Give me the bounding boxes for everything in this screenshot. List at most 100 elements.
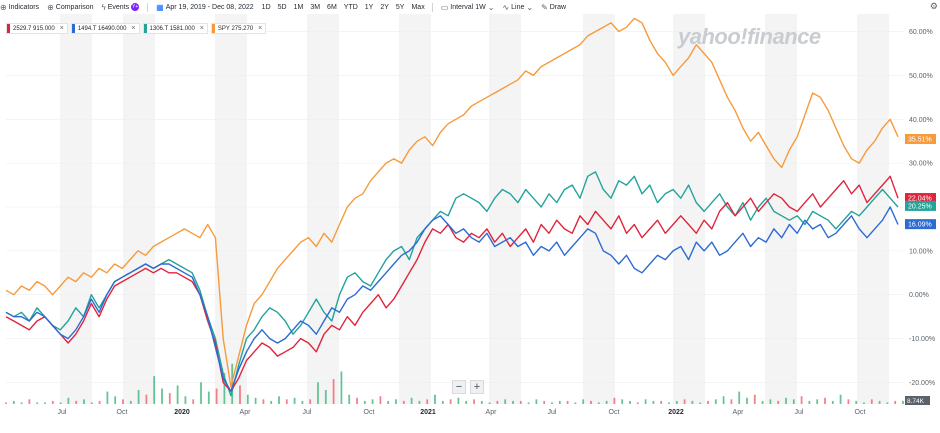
draw-label: Draw xyxy=(549,3,567,11)
volume-bar xyxy=(675,400,678,404)
range-ytd[interactable]: YTD xyxy=(343,3,358,11)
line-chart-icon: ∿ xyxy=(502,2,510,12)
range-max[interactable]: Max xyxy=(411,3,425,11)
x-axis-tick-label: Jul xyxy=(58,409,67,416)
comparison-chip[interactable]: 1306.T 1581.000 × xyxy=(142,23,208,34)
y-axis-tick-label: -20.00% xyxy=(909,380,935,387)
y-axis-tick-label: 60.00% xyxy=(909,29,933,36)
zoom-out-button[interactable]: − xyxy=(452,380,466,394)
volume-bar xyxy=(215,388,218,404)
events-label: Events xyxy=(107,3,130,11)
series-line-2529-t xyxy=(5,175,899,392)
volume-bar xyxy=(504,399,507,404)
volume-bar xyxy=(894,400,897,404)
x-axis-tick-label: Apr xyxy=(240,409,252,416)
volume-bar xyxy=(348,394,351,404)
draw-button[interactable]: ✎ Draw xyxy=(541,3,566,12)
volume-bar xyxy=(122,399,124,404)
x-axis-tick-label: Apr xyxy=(486,409,498,416)
series-line-spy xyxy=(5,17,899,388)
volume-bar xyxy=(652,400,655,404)
volume-bar xyxy=(441,400,444,404)
chart-shaded-band xyxy=(583,14,615,404)
volume-bar xyxy=(293,397,296,404)
x-axis-tick-label: Apr xyxy=(733,409,745,416)
volume-bar xyxy=(239,385,241,404)
comparison-chip[interactable]: 1494.T 16490.000 × xyxy=(70,23,140,34)
chip-color-swatch xyxy=(211,24,215,33)
close-icon[interactable]: × xyxy=(131,25,136,32)
range-1m[interactable]: 1M xyxy=(293,3,304,11)
volume-bar xyxy=(629,400,631,404)
chart-toolbar: ⊕ Indicators ⊕ Comparison ϟ Events Y+ ▦ … xyxy=(0,0,940,14)
events-button[interactable]: ϟ Events Y+ xyxy=(102,3,140,12)
interval-label: Interval xyxy=(450,3,474,11)
volume-bar xyxy=(137,390,140,404)
volume-bar xyxy=(480,400,483,404)
volume-bar xyxy=(83,399,85,404)
chevron-down-icon: ⌄ xyxy=(487,2,495,12)
range-1y[interactable]: 1Y xyxy=(364,3,374,11)
volume-bar xyxy=(792,399,795,404)
chart-shaded-band xyxy=(307,14,339,404)
volume-tag xyxy=(905,396,930,405)
volume-bar xyxy=(309,399,312,404)
volume-bar xyxy=(636,402,639,404)
comparison-chip[interactable]: 2529.7 915.000 × xyxy=(6,23,68,34)
volume-bar xyxy=(777,400,780,404)
indicators-icon: ⊕ xyxy=(0,2,7,12)
volume-bar xyxy=(769,399,772,404)
chart-shaded-band xyxy=(857,14,889,404)
chart-type-label: Line xyxy=(511,3,525,11)
last-value-tag xyxy=(905,200,936,211)
volume-bar xyxy=(527,402,530,404)
chip-label: SPY 275.270 xyxy=(217,25,254,32)
settings-gear-icon[interactable]: ⚙ xyxy=(929,1,938,11)
yahoo-finance-watermark: yahoo!finance xyxy=(678,24,821,49)
volume-bar xyxy=(519,400,522,404)
range-2y[interactable]: 2Y xyxy=(380,3,389,11)
chart-type-dropdown[interactable]: ∿ Line ⌄ xyxy=(502,3,533,12)
x-axis-tick-label: 2022 xyxy=(668,409,684,416)
volume-bar xyxy=(402,400,405,404)
volume-bar xyxy=(200,382,202,404)
comparison-button[interactable]: ⊕ Comparison xyxy=(47,3,93,12)
close-icon[interactable]: × xyxy=(199,25,204,32)
volume-bar xyxy=(28,399,31,404)
date-range-picker[interactable]: ▦ Apr 19, 2019 - Dec 08, 2022 xyxy=(156,3,254,12)
indicators-button[interactable]: ⊕ Indicators xyxy=(0,3,39,12)
close-icon[interactable]: × xyxy=(59,25,64,32)
volume-bar xyxy=(59,402,62,404)
volume-bar xyxy=(668,402,670,404)
range-1d[interactable]: 1D xyxy=(261,3,271,11)
interval-dropdown[interactable]: ▭ Interval 1W ⌄ xyxy=(441,3,495,12)
date-range-label: Apr 19, 2019 - Dec 08, 2022 xyxy=(165,3,254,11)
x-axis-tick-label: Jul xyxy=(303,409,312,416)
volume-bar xyxy=(12,400,15,404)
volume-bar xyxy=(496,400,499,404)
range-5y[interactable]: 5Y xyxy=(395,3,405,11)
volume-bar xyxy=(98,400,101,404)
volume-bar xyxy=(270,400,273,404)
volume-bar xyxy=(278,396,280,404)
volume-bar xyxy=(808,400,811,404)
chevron-down-icon: ⌄ xyxy=(526,2,534,12)
volume-bar xyxy=(738,391,741,404)
zoom-in-button[interactable]: + xyxy=(470,380,484,394)
volume-bar xyxy=(418,400,421,404)
range-5d[interactable]: 5D xyxy=(277,3,287,11)
chip-label: 1494.T 16490.000 xyxy=(77,25,127,32)
comparison-chips: 2529.7 915.000 × 1494.T 16490.000 × 1306… xyxy=(6,23,267,34)
volume-bar xyxy=(699,402,702,404)
volume-bar xyxy=(371,399,374,404)
chart-shaded-band xyxy=(60,14,92,404)
range-3m[interactable]: 3M xyxy=(310,3,321,11)
close-icon[interactable]: × xyxy=(258,25,263,32)
comparison-chip[interactable]: SPY 275.270 × xyxy=(210,23,267,34)
volume-bar xyxy=(51,400,54,404)
range-6m[interactable]: 6M xyxy=(327,3,337,11)
volume-bar xyxy=(582,399,585,404)
volume-bar xyxy=(434,394,436,404)
comparison-icon: ⊕ xyxy=(47,2,54,12)
